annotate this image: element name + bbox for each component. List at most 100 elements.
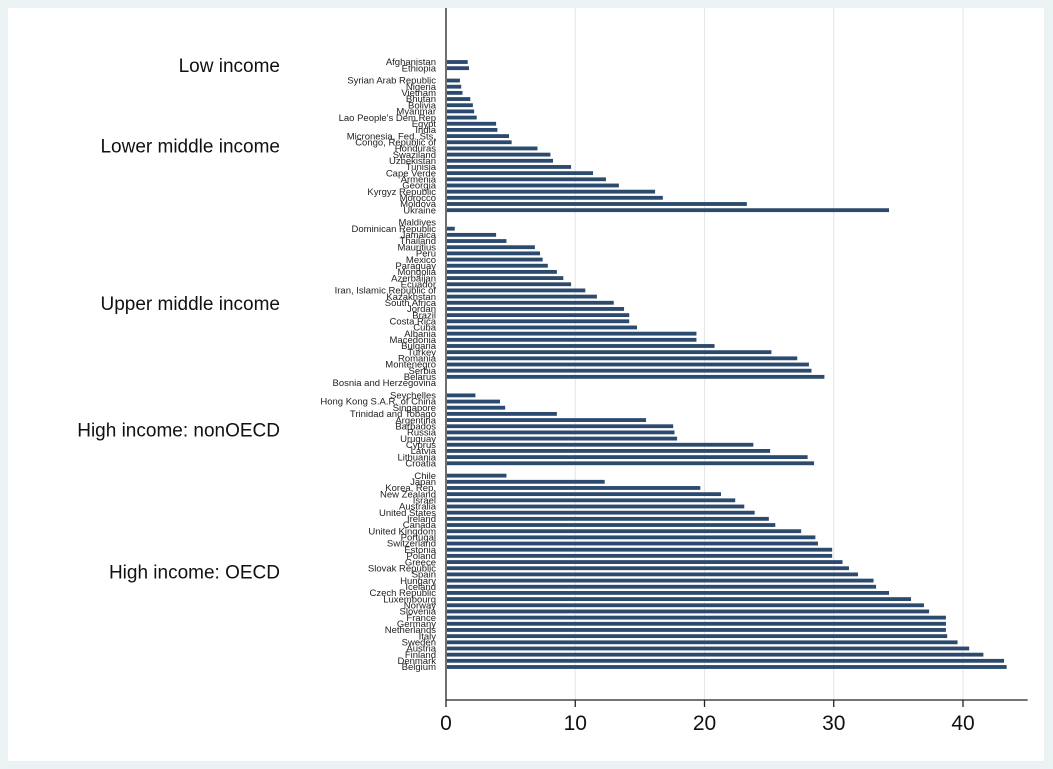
bar: [447, 461, 815, 466]
bar: [447, 374, 825, 379]
bar: [447, 251, 541, 256]
bar: [447, 300, 614, 305]
bar: [447, 504, 745, 509]
bar: [447, 665, 1007, 669]
country-label: Mongolia: [397, 267, 436, 278]
bar: [447, 603, 924, 608]
bar: [447, 628, 946, 632]
bar: [447, 269, 557, 274]
country-label: Latvia: [411, 446, 437, 457]
country-label: Slovak Republic: [368, 563, 436, 574]
country-label: Portugal: [401, 533, 436, 544]
country-label: Sweden: [402, 638, 436, 649]
country-label: Iran, Islamic Republic of: [335, 286, 437, 297]
bar: [447, 609, 930, 614]
bar: [447, 399, 500, 404]
x-tick-label: 10: [564, 712, 587, 735]
country-label: Germany: [397, 619, 436, 630]
bar: [447, 572, 859, 577]
bar: [447, 597, 912, 602]
country-label: New Zealand: [380, 489, 436, 500]
country-label: Macedonia: [390, 335, 437, 346]
country-label: Denmark: [397, 656, 436, 667]
country-label: Maldives: [399, 218, 437, 229]
country-label: Lithuania: [397, 452, 436, 463]
country-label: Costa Rica: [390, 316, 437, 327]
country-label: Thailand: [400, 236, 436, 247]
country-label: Honduras: [395, 144, 436, 155]
bar: [447, 158, 553, 163]
bar: [447, 115, 477, 120]
country-label: Moldova: [400, 199, 437, 210]
country-label: Australia: [399, 502, 437, 513]
country-label: Morocco: [400, 193, 436, 204]
country-label: Chile: [414, 471, 436, 482]
bar: [447, 430, 675, 435]
country-label: Romania: [398, 354, 437, 365]
bar: [447, 498, 736, 503]
country-label: Paraguay: [395, 261, 436, 272]
country-label: Russia: [407, 428, 437, 439]
bar: [447, 245, 535, 250]
country-label: Cape Verde: [386, 168, 436, 179]
bar: [447, 226, 455, 231]
country-label: Seychelles: [390, 391, 436, 402]
bar: [447, 535, 816, 540]
bar: [447, 634, 948, 639]
bar: [447, 516, 769, 521]
country-label: Bhutan: [406, 94, 436, 105]
bar: [447, 177, 606, 182]
bar: [447, 257, 543, 262]
bar: [447, 578, 874, 583]
bar: [447, 202, 747, 206]
country-label: Finland: [405, 650, 436, 661]
country-label: Ireland: [407, 514, 436, 525]
group-label: Low income: [179, 56, 280, 77]
country-label: Afghanistan: [386, 57, 436, 68]
bar: [447, 479, 605, 484]
country-label: Poland: [406, 551, 436, 562]
bar: [447, 486, 701, 490]
country-label: Estonia: [404, 545, 436, 556]
bar: [447, 282, 572, 287]
country-label: Hong Kong S.A.R. of China: [320, 397, 436, 408]
country-label: Croatia: [405, 458, 436, 469]
country-label: Mauritius: [397, 242, 436, 253]
bar: [447, 621, 946, 626]
bar: [447, 584, 877, 589]
country-label: Kazakhstan: [386, 292, 436, 303]
bar: [447, 356, 798, 361]
country-label: Iceland: [405, 582, 436, 593]
x-tick-label: 0: [440, 712, 452, 735]
country-label: Switzerland: [387, 539, 436, 550]
bar: [447, 84, 462, 89]
country-label: Japan: [410, 477, 436, 488]
country-label: Ukraine: [403, 205, 436, 216]
bar: [447, 263, 548, 268]
country-label: Albania: [404, 329, 436, 340]
country-label: Nigeria: [406, 82, 437, 93]
bar: [447, 455, 808, 460]
bar: [447, 523, 776, 527]
bar: [447, 232, 497, 237]
bar: [447, 97, 471, 101]
country-label: Egypt: [412, 119, 437, 130]
country-label: Singapore: [393, 403, 436, 414]
bar: [447, 276, 564, 280]
country-label: Hungary: [400, 576, 436, 587]
country-label: Trinidad and Tobago: [350, 409, 436, 420]
country-label: South Africa: [385, 298, 437, 309]
group-label: High income: nonOECD: [77, 420, 280, 441]
country-label: Belgium: [402, 662, 436, 673]
country-label: Georgia: [402, 181, 437, 192]
country-label: Vietnam: [401, 88, 436, 99]
country-label: Cuba: [413, 323, 436, 334]
bar: [447, 127, 498, 132]
bar: [447, 658, 1005, 663]
bar: [447, 109, 475, 114]
country-label: Korea, Rep.: [385, 483, 436, 494]
bar: [447, 418, 647, 422]
country-label: Czech Republic: [369, 588, 436, 599]
bar: [447, 640, 958, 645]
